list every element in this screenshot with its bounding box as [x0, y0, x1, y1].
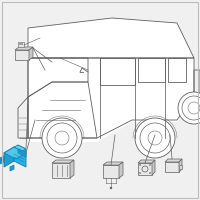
Circle shape [139, 172, 141, 174]
Polygon shape [28, 82, 97, 138]
Circle shape [178, 92, 200, 124]
Circle shape [139, 164, 141, 166]
Polygon shape [52, 163, 70, 178]
Polygon shape [4, 147, 26, 159]
Polygon shape [15, 47, 33, 50]
Polygon shape [119, 162, 123, 178]
Polygon shape [138, 160, 155, 163]
Polygon shape [165, 159, 182, 162]
Polygon shape [138, 163, 152, 175]
Polygon shape [179, 159, 182, 172]
Circle shape [19, 43, 21, 45]
Circle shape [1, 159, 3, 161]
Polygon shape [52, 160, 74, 163]
Circle shape [149, 164, 151, 166]
Polygon shape [103, 162, 123, 165]
Polygon shape [4, 147, 14, 167]
Polygon shape [70, 160, 74, 178]
Polygon shape [103, 165, 119, 178]
Circle shape [149, 172, 151, 174]
Polygon shape [15, 50, 29, 60]
Circle shape [42, 118, 82, 158]
Polygon shape [165, 162, 179, 172]
Polygon shape [18, 42, 24, 47]
Polygon shape [18, 145, 26, 157]
Circle shape [110, 187, 112, 189]
Polygon shape [10, 165, 14, 171]
Polygon shape [152, 160, 155, 175]
Circle shape [21, 43, 23, 45]
Polygon shape [28, 58, 194, 142]
Circle shape [135, 118, 175, 158]
Polygon shape [14, 145, 26, 151]
Polygon shape [179, 165, 182, 169]
Polygon shape [29, 47, 33, 60]
Polygon shape [14, 147, 26, 167]
Polygon shape [0, 156, 4, 164]
Polygon shape [28, 18, 194, 58]
